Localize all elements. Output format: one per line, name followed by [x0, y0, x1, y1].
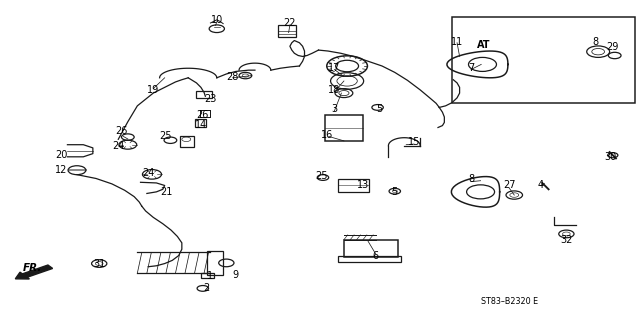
Text: 22: 22: [283, 18, 296, 28]
Text: 30: 30: [605, 152, 617, 162]
Bar: [338, 179, 369, 192]
Text: 24: 24: [142, 168, 154, 178]
Text: 20: 20: [55, 150, 68, 160]
Text: 5: 5: [392, 187, 398, 197]
Text: 23: 23: [204, 94, 217, 104]
FancyArrow shape: [15, 265, 53, 279]
Text: 9: 9: [233, 270, 239, 280]
Bar: [207, 251, 223, 275]
Bar: [325, 116, 363, 141]
Text: 10: 10: [211, 15, 223, 25]
Bar: [344, 240, 398, 257]
Text: 28: 28: [227, 72, 239, 82]
Text: 25: 25: [315, 171, 327, 181]
Text: 18: 18: [328, 85, 341, 95]
Text: 14: 14: [195, 120, 207, 130]
Bar: [180, 136, 194, 147]
Text: 25: 25: [160, 131, 172, 141]
Text: FR.: FR.: [23, 263, 42, 273]
Text: ST83–B2320 E: ST83–B2320 E: [481, 297, 538, 306]
Text: 17: 17: [328, 63, 341, 73]
Bar: [196, 92, 212, 98]
Text: 26: 26: [115, 126, 127, 136]
Text: 1: 1: [208, 271, 213, 281]
Text: AT: AT: [477, 40, 490, 50]
Text: 26: 26: [197, 110, 209, 120]
Text: 31: 31: [93, 259, 105, 268]
Text: 6: 6: [373, 251, 379, 260]
Text: 19: 19: [147, 85, 159, 95]
Text: 8: 8: [468, 174, 474, 184]
Text: 4: 4: [538, 180, 544, 190]
Bar: [201, 273, 213, 278]
Bar: [278, 25, 296, 37]
Text: 15: 15: [408, 138, 420, 148]
Bar: [338, 256, 401, 262]
Text: 12: 12: [55, 164, 68, 174]
Text: 8: 8: [592, 37, 598, 47]
Bar: [194, 119, 206, 127]
Text: 11: 11: [451, 37, 463, 47]
Text: 3: 3: [331, 104, 338, 114]
Text: 16: 16: [321, 130, 334, 140]
Text: 5: 5: [376, 104, 382, 114]
Text: 13: 13: [357, 180, 369, 190]
Bar: [452, 17, 635, 103]
Text: 2: 2: [203, 283, 209, 293]
Text: 29: 29: [606, 42, 619, 52]
Text: 7: 7: [468, 63, 474, 73]
Text: 21: 21: [160, 187, 172, 197]
Text: 24: 24: [112, 141, 124, 151]
Text: 27: 27: [503, 180, 515, 190]
Text: 32: 32: [560, 235, 573, 245]
